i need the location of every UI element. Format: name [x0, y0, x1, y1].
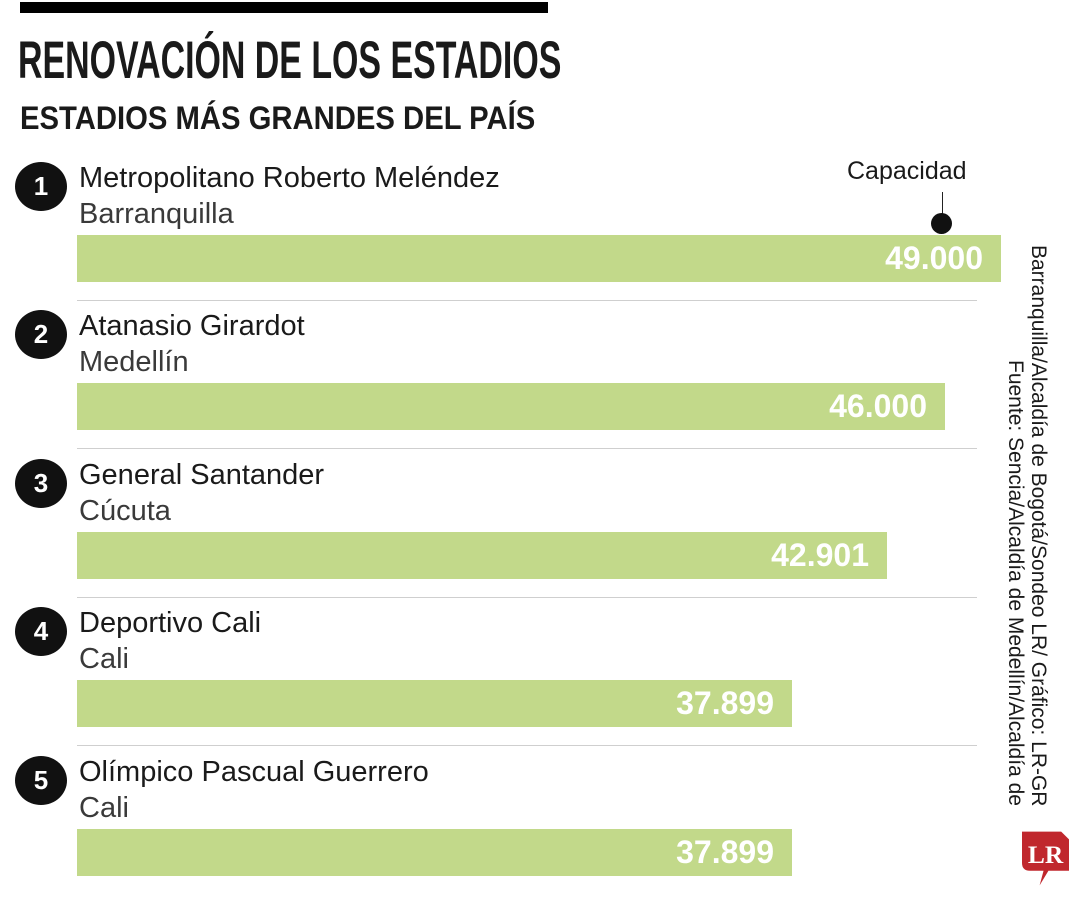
svg-text:LR: LR [1028, 840, 1064, 869]
